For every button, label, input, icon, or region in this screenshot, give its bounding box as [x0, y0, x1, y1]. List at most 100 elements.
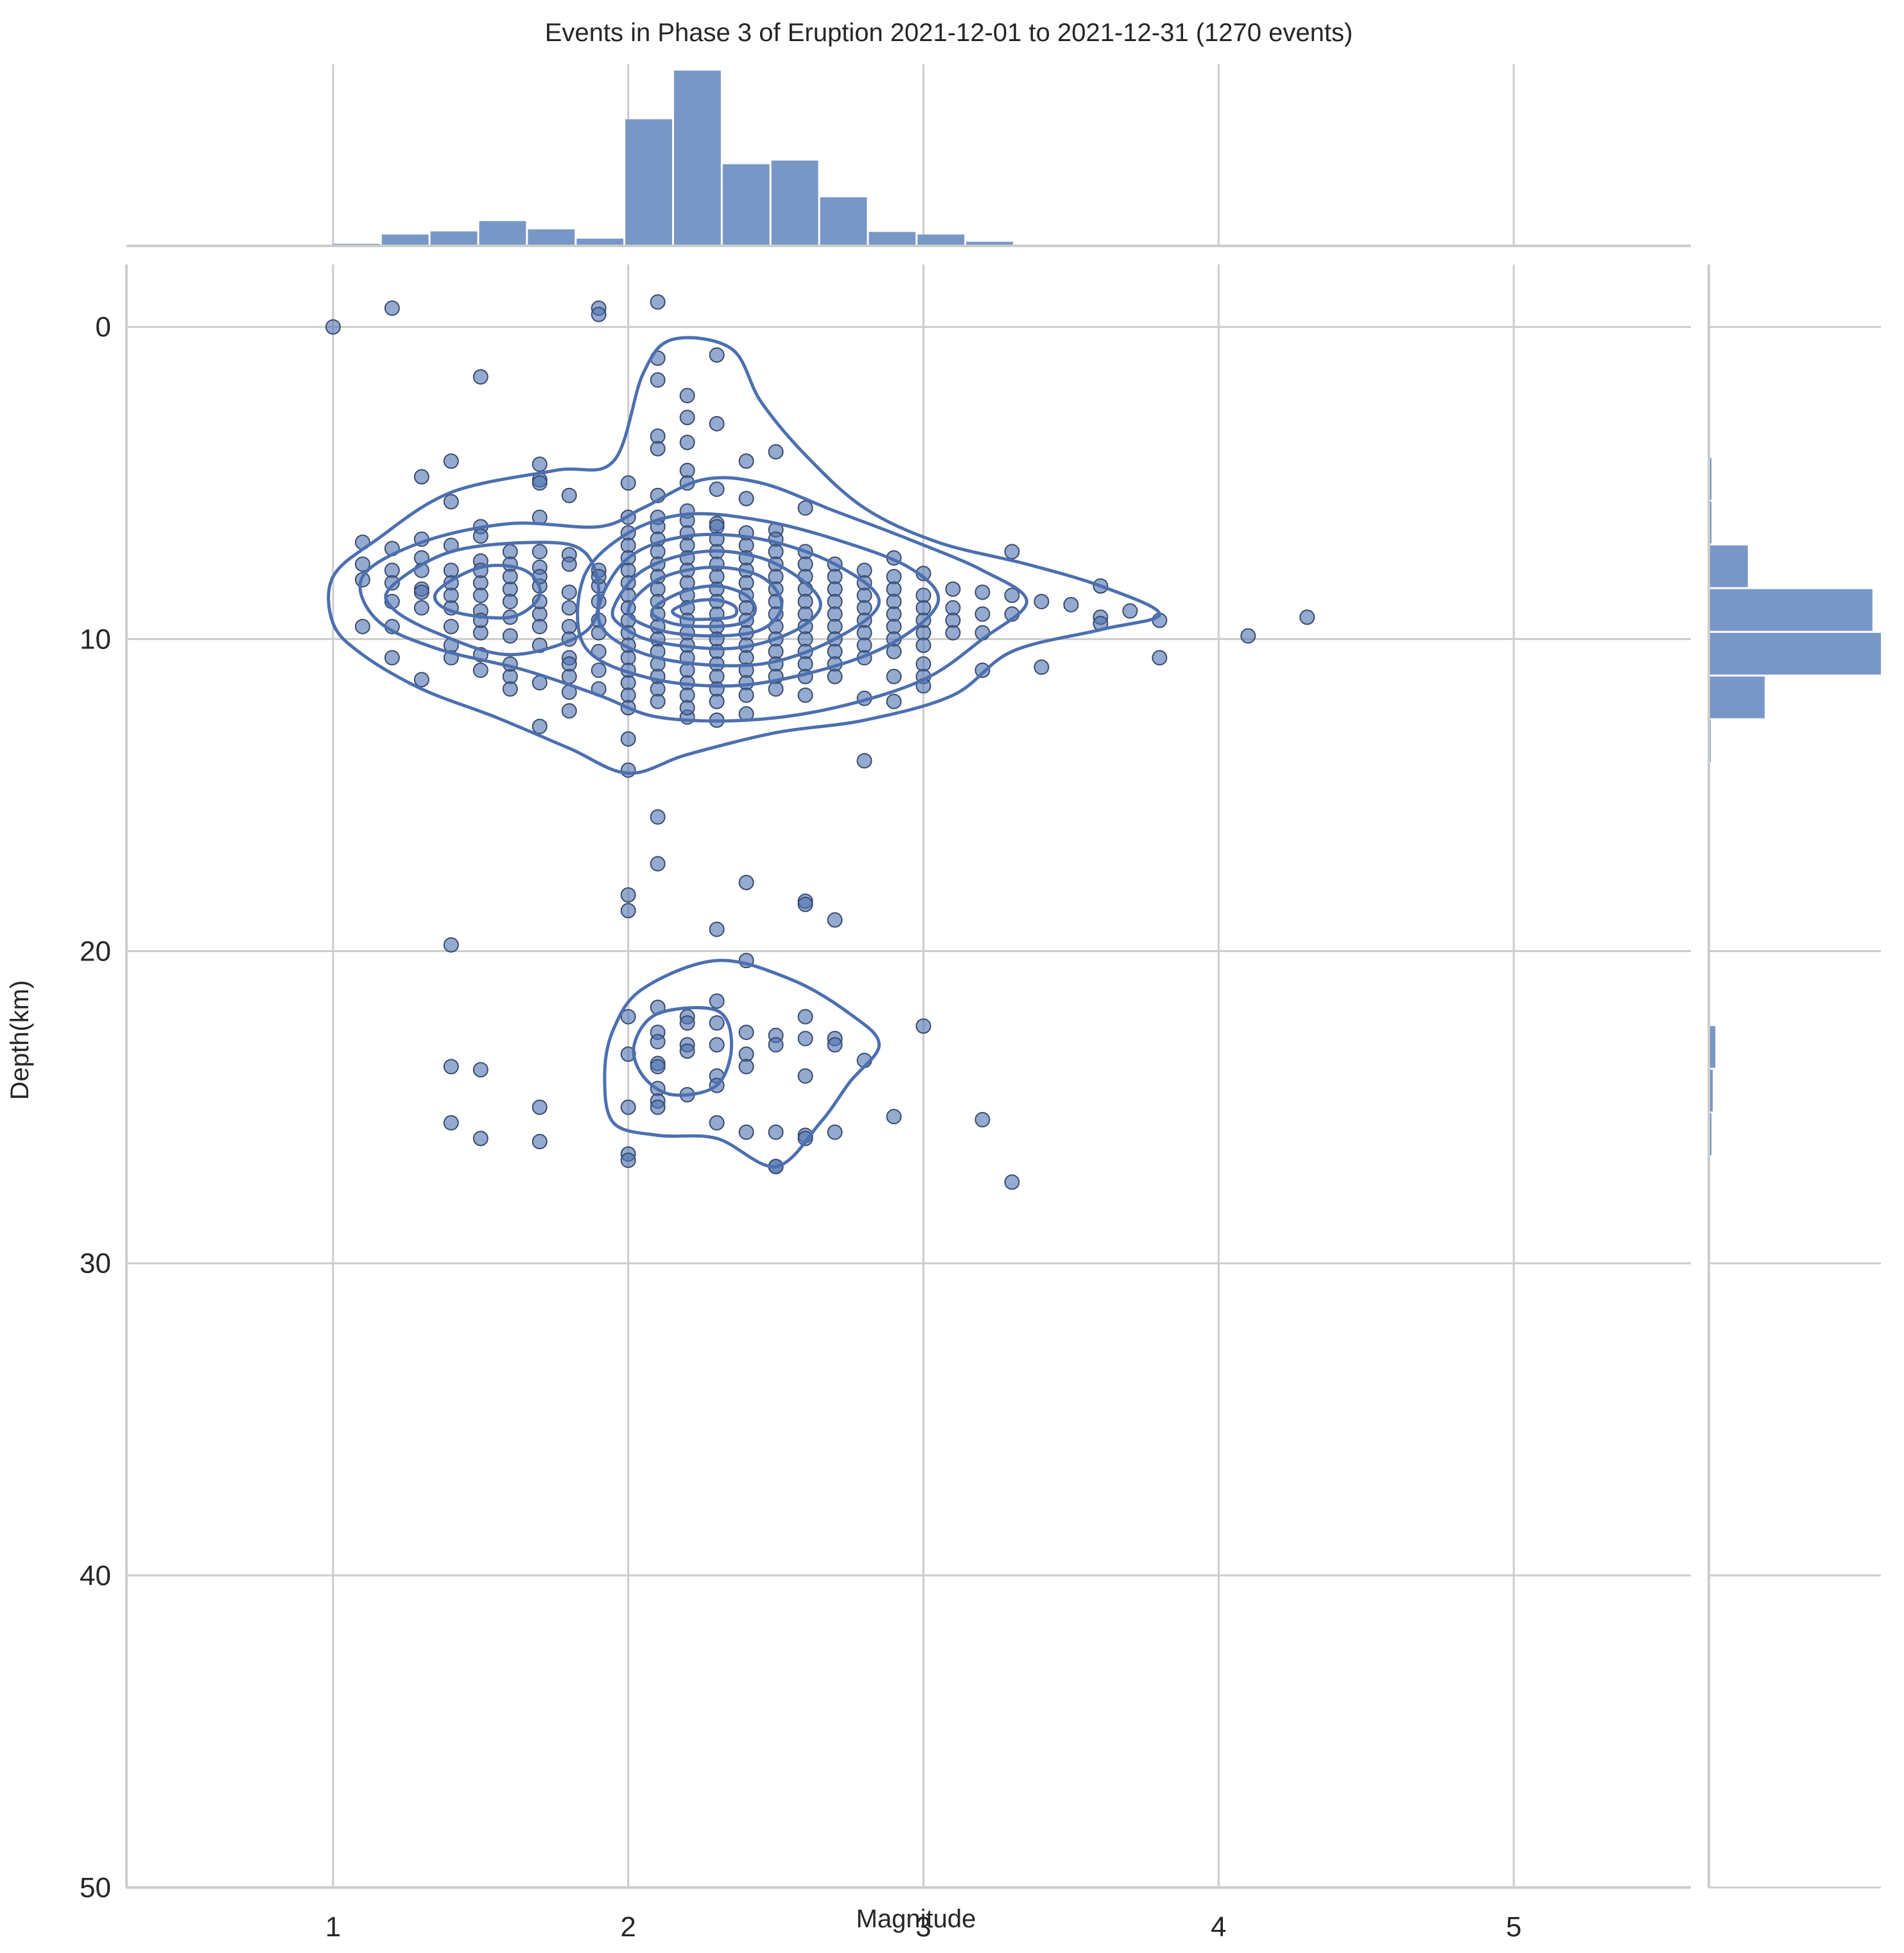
- scatter-point: [768, 1037, 784, 1053]
- scatter-point: [532, 1134, 548, 1150]
- scatter-point: [709, 693, 725, 709]
- scatter-point: [679, 435, 695, 451]
- scatter-point: [738, 874, 754, 890]
- kde-contour: [327, 336, 1161, 775]
- scatter-point: [532, 618, 548, 634]
- x-histogram-bar: [381, 234, 429, 246]
- scatter-point: [413, 584, 429, 600]
- scatter-point: [532, 475, 548, 491]
- scatter-point: [1240, 628, 1256, 644]
- kde-contour: [627, 566, 784, 638]
- scatter-point: [679, 410, 695, 426]
- y-histogram-bar: [1709, 1026, 1716, 1068]
- scatter-point: [679, 1043, 695, 1059]
- scatter-point: [1122, 603, 1138, 619]
- scatter-point: [974, 606, 991, 622]
- scatter-point: [384, 575, 400, 591]
- scatter-point: [561, 556, 577, 572]
- y-histogram-bar: [1709, 589, 1873, 631]
- y-histogram-bar: [1709, 632, 1881, 675]
- scatter-point: [413, 672, 429, 688]
- x-axis-label: Magnitude: [856, 1905, 976, 1933]
- x-tick-label: 3: [915, 1911, 931, 1943]
- scatter-point: [502, 569, 518, 585]
- y-histogram-bar: [1709, 545, 1748, 587]
- scatter-point: [443, 1115, 459, 1131]
- kde-contour: [671, 598, 739, 621]
- scatter-point: [443, 453, 459, 469]
- scatter-point: [620, 1152, 636, 1168]
- scatter-point: [738, 687, 754, 703]
- scatter-point: [886, 668, 902, 684]
- scatter-point: [502, 681, 518, 697]
- scatter-point: [797, 1009, 813, 1025]
- scatter-point: [561, 584, 577, 600]
- scatter-points: [325, 294, 1315, 1190]
- scatter-point: [709, 1015, 725, 1031]
- y-tick-label: 0: [96, 311, 111, 343]
- y-tick-label: 10: [80, 623, 111, 655]
- x-histogram-bar: [869, 232, 916, 246]
- marginal-x-histogram: [333, 71, 1014, 246]
- scatter-point: [886, 643, 902, 659]
- scatter-point: [472, 587, 489, 603]
- scatter-point: [650, 440, 666, 456]
- scatter-point: [650, 809, 666, 825]
- scatter-point: [650, 1059, 666, 1075]
- scatter-point: [709, 921, 725, 937]
- scatter-point: [620, 475, 636, 491]
- x-histogram-bar: [673, 71, 721, 246]
- scatter-point: [709, 1115, 725, 1131]
- scatter-point: [502, 594, 518, 610]
- scatter-point: [709, 1037, 725, 1053]
- scatter-point: [797, 896, 813, 912]
- scatter-point: [709, 415, 725, 431]
- scatter-point: [738, 453, 754, 469]
- scatter-point: [709, 993, 725, 1009]
- scatter-point: [561, 600, 577, 616]
- scatter-point: [827, 912, 843, 928]
- scatter-point: [886, 1109, 902, 1125]
- scatter-point: [354, 556, 370, 572]
- scatter-point: [532, 544, 548, 560]
- scatter-point: [384, 300, 400, 317]
- scatter-point: [561, 487, 577, 503]
- y-histogram-bar: [1709, 1070, 1713, 1112]
- scatter-point: [915, 1018, 931, 1034]
- scatter-point: [650, 372, 666, 388]
- scatter-point: [532, 456, 548, 473]
- scatter-point: [443, 494, 459, 510]
- scatter-point: [679, 1015, 695, 1031]
- scatter-point: [886, 693, 902, 709]
- x-histogram-bar: [430, 231, 478, 246]
- scatter-point: [354, 618, 370, 634]
- x-histogram-bar: [625, 119, 672, 246]
- kde-contours: [327, 336, 1161, 1168]
- scatter-point: [1004, 1174, 1020, 1190]
- y-histogram-bar: [1709, 458, 1712, 500]
- scatter-point: [768, 681, 784, 697]
- kde-contour: [610, 549, 822, 650]
- scatter-point: [532, 1099, 548, 1115]
- scatter-point: [797, 687, 813, 703]
- x-histogram-bar: [917, 234, 965, 246]
- y-histogram-bar: [1709, 676, 1765, 718]
- scatter-point: [738, 1024, 754, 1040]
- scatter-point: [620, 1099, 636, 1115]
- scatter-point: [650, 1099, 666, 1115]
- scatter-point: [945, 625, 961, 641]
- scatter-point: [1034, 659, 1050, 675]
- scatter-point: [709, 347, 725, 363]
- x-tick-label: 1: [325, 1911, 341, 1943]
- scatter-point: [650, 294, 666, 310]
- scatter-point: [1063, 596, 1079, 612]
- scatter-point: [768, 444, 784, 460]
- scatter-point: [709, 482, 725, 498]
- x-histogram-bar: [722, 164, 770, 246]
- x-histogram-bar: [479, 221, 526, 246]
- scatter-point: [679, 388, 695, 404]
- scatter-point: [856, 752, 872, 768]
- marginal-y-histogram: [1709, 458, 1881, 1156]
